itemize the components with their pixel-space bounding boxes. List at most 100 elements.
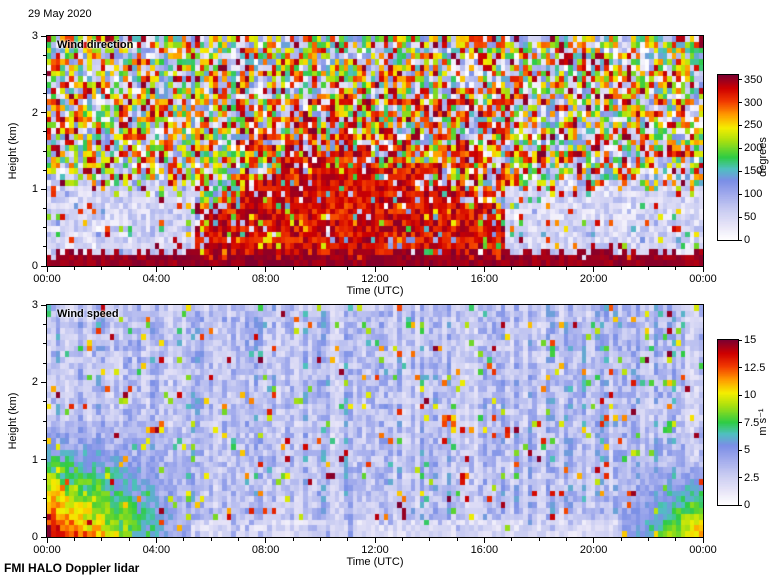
x-tick bbox=[675, 538, 677, 541]
x-tick bbox=[374, 267, 376, 272]
wind-speed-heatmap bbox=[47, 305, 703, 537]
y-tick bbox=[41, 112, 46, 114]
colorbar-tick bbox=[739, 239, 742, 241]
x-tick-label: 00:00 bbox=[33, 544, 61, 556]
x-tick bbox=[183, 538, 185, 541]
wind-speed-y-axis-label: Height (km) bbox=[7, 392, 19, 450]
instrument-label: FMI HALO Doppler lidar bbox=[4, 561, 140, 575]
x-tick bbox=[483, 267, 485, 272]
x-tick-label: 04:00 bbox=[142, 544, 171, 556]
wind-direction-plot-area bbox=[46, 35, 704, 267]
wind-direction-title: Wind direction bbox=[57, 39, 134, 51]
x-tick bbox=[155, 538, 157, 543]
colorbar-tick-label: 300 bbox=[744, 96, 763, 109]
y-tick bbox=[43, 497, 46, 499]
colorbar-tick-label: 10 bbox=[744, 389, 757, 401]
y-tick bbox=[41, 188, 46, 190]
x-tick-label: 00:00 bbox=[689, 544, 717, 556]
x-tick bbox=[128, 267, 130, 270]
x-tick bbox=[319, 538, 321, 541]
x-tick bbox=[647, 538, 649, 541]
x-tick bbox=[237, 267, 239, 270]
x-tick bbox=[237, 538, 239, 541]
x-tick bbox=[702, 538, 704, 543]
colorbar-tick-label: 0 bbox=[744, 499, 751, 511]
x-tick bbox=[538, 538, 540, 541]
colorbar-tick bbox=[739, 367, 742, 368]
x-tick-label: 04:00 bbox=[142, 273, 171, 285]
x-tick bbox=[101, 538, 103, 541]
x-tick bbox=[46, 538, 48, 543]
y-tick bbox=[43, 401, 46, 403]
colorbar-tick-label: 5 bbox=[744, 444, 751, 456]
colorbar-tick bbox=[739, 339, 742, 341]
x-tick-label: 20:00 bbox=[579, 544, 608, 556]
y-tick bbox=[43, 343, 46, 345]
x-tick bbox=[483, 538, 485, 543]
x-tick bbox=[319, 267, 321, 270]
y-tick bbox=[41, 35, 46, 37]
colorbar-tick-label: 150 bbox=[744, 165, 763, 178]
colorbar-tick-label: 50 bbox=[744, 211, 757, 224]
y-tick bbox=[43, 517, 46, 519]
wind-direction-y-axis-label: Height (km) bbox=[7, 122, 19, 180]
y-tick bbox=[43, 439, 46, 441]
x-tick bbox=[347, 267, 349, 270]
x-tick bbox=[292, 538, 294, 541]
wind-direction-x-axis-label: Time (UTC) bbox=[346, 285, 404, 297]
colorbar-tick-label: 350 bbox=[744, 73, 763, 86]
x-tick-label: 16:00 bbox=[470, 544, 499, 556]
x-tick-label: 16:00 bbox=[470, 273, 499, 285]
x-tick bbox=[620, 538, 622, 541]
x-tick bbox=[565, 267, 567, 270]
x-tick-label: 00:00 bbox=[689, 273, 717, 285]
y-tick bbox=[41, 536, 46, 538]
colorbar-tick bbox=[739, 477, 742, 478]
x-tick bbox=[511, 538, 513, 541]
y-tick bbox=[43, 323, 46, 325]
y-tick bbox=[43, 169, 46, 171]
y-tick bbox=[41, 381, 46, 383]
date-label: 29 May 2020 bbox=[28, 8, 92, 20]
x-tick bbox=[565, 538, 567, 541]
x-tick bbox=[401, 267, 403, 270]
x-tick bbox=[101, 267, 103, 270]
x-tick bbox=[210, 267, 212, 270]
y-tick-label: 0 bbox=[31, 260, 38, 272]
x-tick bbox=[46, 267, 48, 272]
x-tick bbox=[374, 538, 376, 543]
y-tick-label: 1 bbox=[31, 183, 38, 196]
wind-direction-colorbar bbox=[717, 74, 739, 241]
colorbar-tick-label: 15 bbox=[744, 334, 757, 346]
y-tick bbox=[43, 208, 46, 209]
colorbar-tick-label: 0 bbox=[744, 234, 751, 246]
wind-speed-plot-area bbox=[46, 304, 704, 538]
colorbar-tick-label: 100 bbox=[744, 188, 763, 201]
colorbar-tick-label: 12.5 bbox=[744, 361, 766, 374]
x-tick-label: 12:00 bbox=[361, 273, 389, 285]
colorbar-tick bbox=[739, 170, 742, 172]
colorbar-tick-label: 2.5 bbox=[744, 471, 760, 484]
x-tick bbox=[183, 267, 185, 270]
wind-direction-colorbar-gradient bbox=[718, 75, 738, 240]
colorbar-tick bbox=[739, 193, 742, 195]
y-tick-label: 2 bbox=[31, 106, 38, 119]
x-tick-label: 12:00 bbox=[361, 544, 389, 556]
x-tick bbox=[593, 538, 595, 543]
y-tick bbox=[43, 131, 46, 133]
y-tick bbox=[43, 362, 46, 364]
wind-direction-heatmap bbox=[47, 36, 703, 266]
x-tick-label: 20:00 bbox=[579, 273, 608, 285]
y-tick-label: 3 bbox=[31, 299, 38, 311]
y-tick bbox=[43, 227, 46, 229]
x-tick bbox=[675, 267, 677, 270]
x-tick bbox=[429, 267, 431, 270]
y-tick bbox=[43, 420, 46, 422]
wind-speed-colorbar bbox=[717, 339, 739, 506]
x-tick bbox=[265, 267, 267, 272]
x-tick bbox=[128, 538, 130, 541]
x-tick bbox=[647, 267, 649, 270]
colorbar-tick bbox=[739, 504, 742, 506]
x-tick bbox=[620, 267, 622, 270]
